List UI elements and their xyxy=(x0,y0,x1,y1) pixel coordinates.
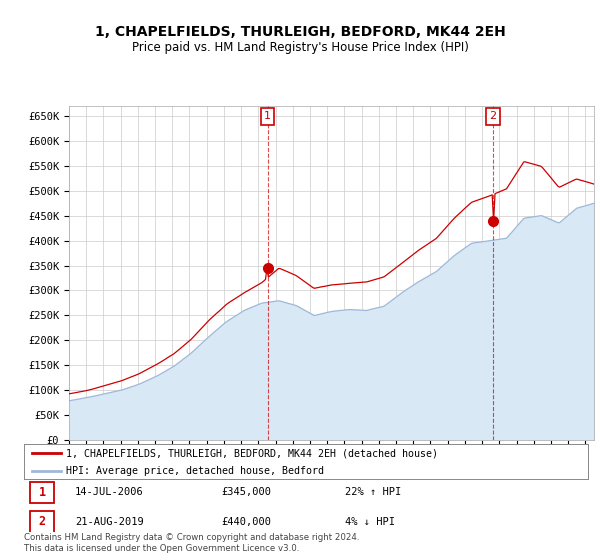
Text: HPI: Average price, detached house, Bedford: HPI: Average price, detached house, Bedf… xyxy=(66,466,325,476)
Text: 2: 2 xyxy=(38,515,46,528)
Text: £440,000: £440,000 xyxy=(221,517,271,527)
Text: 1, CHAPELFIELDS, THURLEIGH, BEDFORD, MK44 2EH (detached house): 1, CHAPELFIELDS, THURLEIGH, BEDFORD, MK4… xyxy=(66,449,438,459)
Text: 14-JUL-2006: 14-JUL-2006 xyxy=(75,487,143,497)
Text: 2: 2 xyxy=(490,111,497,122)
Text: 1: 1 xyxy=(264,111,271,122)
Text: 1: 1 xyxy=(38,486,46,499)
Text: 21-AUG-2019: 21-AUG-2019 xyxy=(75,517,143,527)
Text: Contains HM Land Registry data © Crown copyright and database right 2024.
This d: Contains HM Land Registry data © Crown c… xyxy=(24,533,359,553)
Text: 4% ↓ HPI: 4% ↓ HPI xyxy=(346,517,395,527)
Text: £345,000: £345,000 xyxy=(221,487,271,497)
FancyBboxPatch shape xyxy=(29,482,55,503)
Text: 22% ↑ HPI: 22% ↑ HPI xyxy=(346,487,402,497)
Text: 1, CHAPELFIELDS, THURLEIGH, BEDFORD, MK44 2EH: 1, CHAPELFIELDS, THURLEIGH, BEDFORD, MK4… xyxy=(95,25,505,39)
FancyBboxPatch shape xyxy=(29,511,55,533)
Text: Price paid vs. HM Land Registry's House Price Index (HPI): Price paid vs. HM Land Registry's House … xyxy=(131,41,469,54)
